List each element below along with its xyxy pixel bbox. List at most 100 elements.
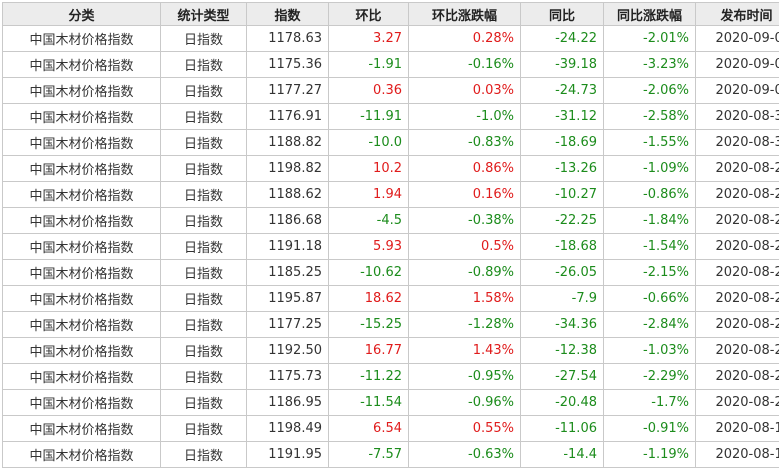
cell-mom-pct: -0.95% (408, 363, 521, 390)
cell-publish-date: 2020-08-25 (695, 259, 779, 286)
cell-index: 1191.95 (246, 441, 329, 468)
table-row: 中国木材价格指数 日指数 1186.95 -11.54 -0.96% -20.48 -1.7… (2, 389, 779, 416)
cell-mom: -10.0 (328, 129, 409, 156)
cell-publish-date: 2020-08-27 (695, 207, 779, 234)
cell-stat-type: 日指数 (160, 415, 247, 442)
cell-category: 中国木材价格指数 (2, 51, 161, 78)
cell-yoy: -31.12 (520, 103, 604, 130)
header-yoy: 同比 (520, 2, 604, 26)
cell-stat-type: 日指数 (160, 181, 247, 208)
cell-index: 1186.95 (246, 389, 329, 416)
table-row: 中国木材价格指数 日指数 1177.27 0.36 0.03% -24.73 -2.06% 2… (2, 77, 779, 104)
table-header: 分类 统计类型 指数 环比 环比涨跌幅 同比 同比涨跌幅 发布时间 (2, 2, 779, 26)
cell-category: 中国木材价格指数 (2, 103, 161, 130)
table-row: 中国木材价格指数 日指数 1175.73 -11.22 -0.95% -27.54 -2.2… (2, 363, 779, 390)
header-row: 分类 统计类型 指数 环比 环比涨跌幅 同比 同比涨跌幅 发布时间 (2, 2, 779, 26)
cell-mom: 10.2 (328, 155, 409, 182)
cell-publish-date: 2020-09-01 (695, 77, 779, 104)
cell-stat-type: 日指数 (160, 285, 247, 312)
cell-yoy-pct: -2.84% (603, 311, 696, 338)
cell-mom: 1.94 (328, 181, 409, 208)
cell-category: 中国木材价格指数 (2, 259, 161, 286)
cell-mom: 6.54 (328, 415, 409, 442)
cell-yoy-pct: -1.84% (603, 207, 696, 234)
cell-category: 中国木材价格指数 (2, 77, 161, 104)
cell-stat-type: 日指数 (160, 311, 247, 338)
cell-stat-type: 日指数 (160, 155, 247, 182)
cell-mom-pct: 0.03% (408, 77, 521, 104)
header-publish-date: 发布时间 (695, 2, 779, 26)
cell-yoy: -18.68 (520, 233, 604, 260)
cell-publish-date: 2020-08-29 (695, 155, 779, 182)
cell-mom-pct: -0.16% (408, 51, 521, 78)
cell-index: 1188.62 (246, 181, 329, 208)
cell-publish-date: 2020-08-20 (695, 389, 779, 416)
cell-stat-type: 日指数 (160, 103, 247, 130)
cell-publish-date: 2020-08-19 (695, 415, 779, 442)
cell-yoy-pct: -1.03% (603, 337, 696, 364)
cell-mom: -4.5 (328, 207, 409, 234)
cell-mom-pct: -0.96% (408, 389, 521, 416)
cell-mom-pct: -0.38% (408, 207, 521, 234)
cell-mom-pct: -0.63% (408, 441, 521, 468)
cell-index: 1178.63 (246, 25, 329, 52)
cell-index: 1198.49 (246, 415, 329, 442)
cell-yoy: -18.69 (520, 129, 604, 156)
cell-mom-pct: -0.83% (408, 129, 521, 156)
cell-mom: -11.91 (328, 103, 409, 130)
table-row: 中国木材价格指数 日指数 1178.63 3.27 0.28% -24.22 -2.01% 2… (2, 25, 779, 52)
table-row: 中国木材价格指数 日指数 1177.25 -15.25 -1.28% -34.36 -2.8… (2, 311, 779, 338)
cell-category: 中国木材价格指数 (2, 311, 161, 338)
cell-index: 1191.18 (246, 233, 329, 260)
cell-mom-pct: 1.43% (408, 337, 521, 364)
cell-index: 1177.27 (246, 77, 329, 104)
cell-yoy-pct: -1.09% (603, 155, 696, 182)
cell-yoy-pct: -0.86% (603, 181, 696, 208)
cell-yoy-pct: -2.01% (603, 25, 696, 52)
cell-yoy-pct: -3.23% (603, 51, 696, 78)
cell-yoy: -22.25 (520, 207, 604, 234)
cell-stat-type: 日指数 (160, 77, 247, 104)
cell-mom: -7.57 (328, 441, 409, 468)
cell-publish-date: 2020-08-24 (695, 285, 779, 312)
cell-mom-pct: 0.55% (408, 415, 521, 442)
cell-yoy: -13.26 (520, 155, 604, 182)
header-stat-type: 统计类型 (160, 2, 247, 26)
cell-category: 中国木材价格指数 (2, 181, 161, 208)
cell-category: 中国木材价格指数 (2, 389, 161, 416)
cell-stat-type: 日指数 (160, 259, 247, 286)
cell-yoy: -11.06 (520, 415, 604, 442)
table-row: 中国木材价格指数 日指数 1175.36 -1.91 -0.16% -39.18 -3.23… (2, 51, 779, 78)
cell-mom-pct: 0.5% (408, 233, 521, 260)
table-row: 中国木材价格指数 日指数 1198.49 6.54 0.55% -11.06 -0.91% 2… (2, 415, 779, 442)
table-row: 中国木材价格指数 日指数 1188.62 1.94 0.16% -10.27 -0.86% 2… (2, 181, 779, 208)
cell-yoy: -26.05 (520, 259, 604, 286)
cell-publish-date: 2020-08-28 (695, 181, 779, 208)
cell-yoy-pct: -1.55% (603, 129, 696, 156)
cell-yoy: -7.9 (520, 285, 604, 312)
table-row: 中国木材价格指数 日指数 1185.25 -10.62 -0.89% -26.05 -2.1… (2, 259, 779, 286)
cell-publish-date: 2020-08-21 (695, 363, 779, 390)
table-row: 中国木材价格指数 日指数 1191.18 5.93 0.5% -18.68 -1.54% 20… (2, 233, 779, 260)
cell-category: 中国木材价格指数 (2, 129, 161, 156)
cell-yoy-pct: -2.15% (603, 259, 696, 286)
header-mom: 环比 (328, 2, 409, 26)
cell-publish-date: 2020-08-31 (695, 103, 779, 130)
cell-mom: -11.54 (328, 389, 409, 416)
cell-stat-type: 日指数 (160, 441, 247, 468)
cell-index: 1176.91 (246, 103, 329, 130)
cell-mom: 16.77 (328, 337, 409, 364)
cell-mom: -11.22 (328, 363, 409, 390)
table-row: 中国木材价格指数 日指数 1186.68 -4.5 -0.38% -22.25 -1.84%… (2, 207, 779, 234)
cell-category: 中国木材价格指数 (2, 207, 161, 234)
cell-index: 1198.82 (246, 155, 329, 182)
cell-index: 1195.87 (246, 285, 329, 312)
cell-stat-type: 日指数 (160, 233, 247, 260)
cell-index: 1185.25 (246, 259, 329, 286)
cell-yoy: -20.48 (520, 389, 604, 416)
cell-yoy-pct: -1.19% (603, 441, 696, 468)
cell-index: 1175.73 (246, 363, 329, 390)
cell-mom-pct: 0.28% (408, 25, 521, 52)
